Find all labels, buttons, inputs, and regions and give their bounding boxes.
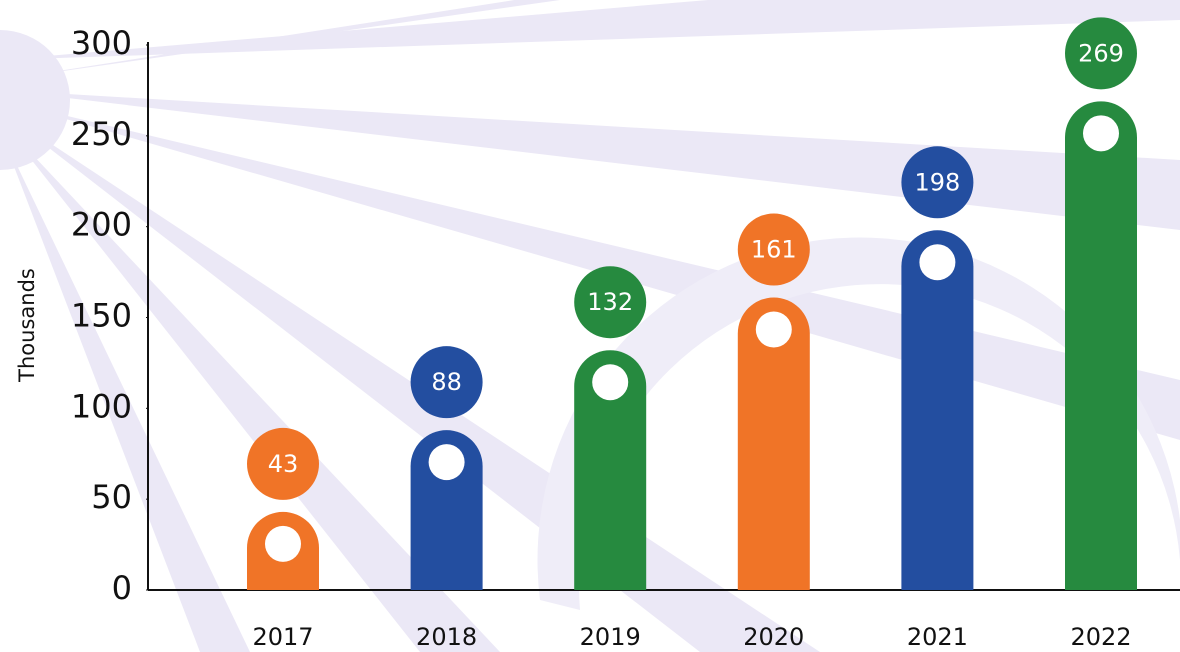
y-axis-label: Thousands	[15, 268, 39, 383]
x-tick-label: 2022	[1070, 623, 1131, 651]
value-badge	[1065, 17, 1137, 90]
x-tick-label: 2020	[743, 623, 804, 651]
value-label: 43	[268, 450, 299, 478]
bar-dot	[755, 311, 792, 348]
value-badge	[737, 213, 810, 286]
background-arc	[537, 237, 1180, 611]
value-badge	[410, 346, 483, 419]
value-label: 132	[587, 288, 633, 316]
y-tick-label: 200	[71, 206, 132, 244]
x-tick-label: 2017	[252, 623, 313, 651]
bar-dot	[1083, 115, 1119, 152]
bar	[737, 297, 810, 590]
x-tick-label: 2019	[580, 623, 641, 651]
bar	[1065, 101, 1137, 591]
bar	[410, 430, 483, 590]
y-tick-label: 0	[112, 569, 132, 607]
value-label: 161	[751, 236, 797, 264]
y-tick-label: 250	[71, 115, 132, 153]
value-badge	[574, 266, 647, 339]
y-tick-label: 50	[91, 478, 132, 516]
value-badge	[901, 146, 974, 219]
bar	[901, 230, 974, 590]
bar-dot	[265, 525, 301, 562]
bar	[574, 350, 647, 590]
bar-dot	[428, 444, 465, 481]
y-tick-label: 150	[71, 297, 132, 335]
value-label: 269	[1078, 39, 1124, 67]
bar-dot	[592, 364, 629, 401]
y-tick-label: 300	[71, 24, 132, 62]
x-tick-label: 2021	[907, 623, 968, 651]
y-tick-label: 100	[71, 387, 132, 425]
bar-dot	[919, 244, 956, 281]
value-badge	[247, 427, 319, 500]
x-tick-label: 2018	[416, 623, 477, 651]
value-label: 198	[914, 168, 960, 196]
value-label: 88	[431, 368, 462, 396]
